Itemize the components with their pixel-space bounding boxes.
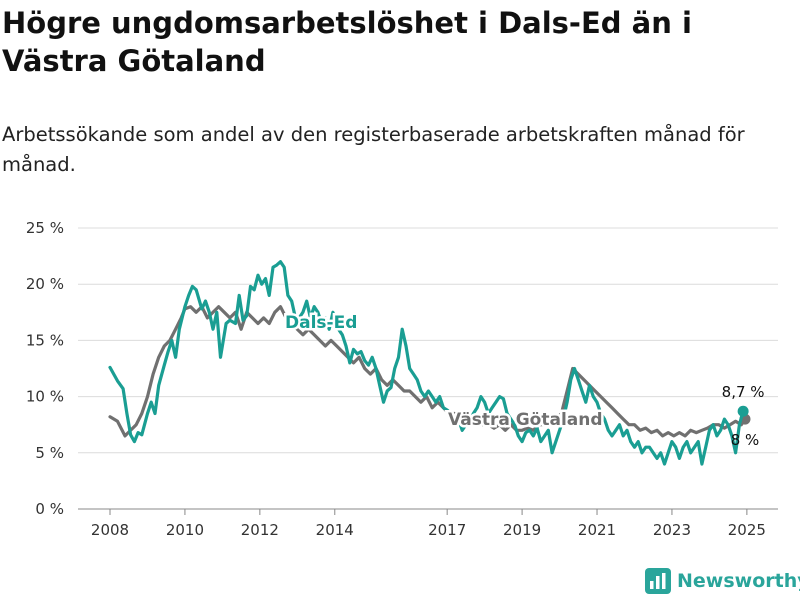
x-tick-label: 2025 [728, 521, 766, 539]
y-tick-label: 0 % [35, 500, 64, 518]
bar-chart-icon [645, 568, 671, 594]
newsworthy-logo: Newsworthy [645, 568, 800, 594]
y-tick-label: 25 % [26, 219, 64, 237]
series-label-vastra-gotaland: Västra Götaland [448, 410, 603, 430]
x-tick-label: 2010 [166, 521, 204, 539]
y-tick-label: 5 % [35, 444, 64, 462]
series-labels: Dals-Ed Västra Götaland 8,7 % 8 % [283, 311, 765, 450]
x-tick-label: 2012 [241, 521, 279, 539]
x-axis-ticks: 2008 2010 2012 2014 2017 2019 2021 2023 2025 [91, 509, 766, 539]
end-value-label-vastra-gotaland: 8 % [731, 431, 760, 449]
series-line-vastra-gotaland [108, 305, 747, 438]
series-lines [108, 260, 751, 466]
x-tick-label: 2019 [503, 521, 541, 539]
y-tick-label: 20 % [26, 275, 64, 293]
y-tick-label: 10 % [26, 388, 64, 406]
y-axis-ticks: 0 % 5 % 10 % 15 % 20 % 25 % [26, 219, 64, 518]
chart-subtitle: Arbetssökande som andel av den registerb… [2, 123, 745, 176]
x-tick-label: 2021 [578, 521, 616, 539]
x-tick-label: 2017 [428, 521, 466, 539]
y-tick-label: 15 % [26, 331, 64, 349]
end-value-label-dals-ed: 8,7 % [722, 383, 765, 401]
chart-title: Högre ungdomsarbetslöshet i Dals-Ed än i… [2, 6, 692, 78]
series-end-point [737, 405, 749, 417]
brand-name: Newsworthy [677, 570, 800, 592]
series-label-dals-ed: Dals-Ed [285, 313, 357, 333]
x-tick-label: 2023 [653, 521, 691, 539]
series-line-dals-ed [108, 260, 745, 466]
x-tick-label: 2014 [316, 521, 354, 539]
grid-lines [78, 227, 778, 510]
x-tick-label: 2008 [91, 521, 129, 539]
line-chart: 0 %5 %10 %15 %20 %25 % 2008 2010 2012 2014 2… [26, 219, 778, 539]
